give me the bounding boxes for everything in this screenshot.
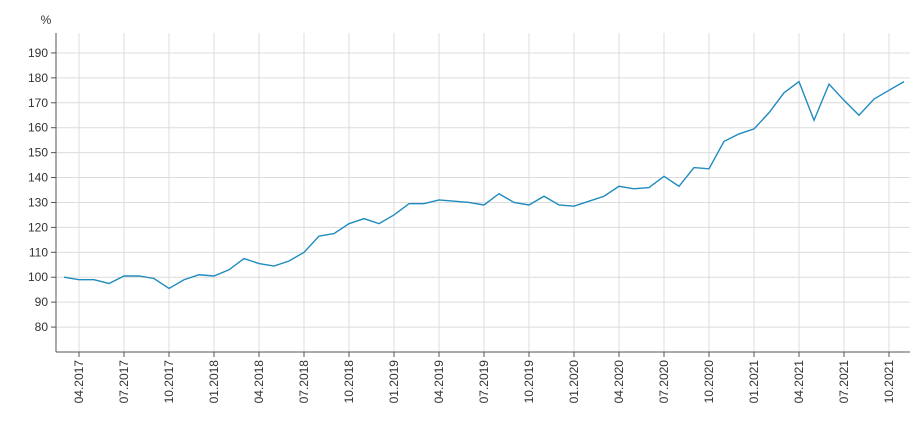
y-tick-label: 130: [28, 195, 48, 209]
x-tick-label: 07.2019: [477, 360, 491, 404]
x-tick-label: 04.2018: [252, 360, 266, 404]
x-tick-label: 07.2018: [297, 360, 311, 404]
y-tick-label: 160: [28, 121, 48, 135]
x-tick-label: 07.2021: [837, 360, 851, 404]
data-line: [63, 80, 905, 290]
x-tick-label: 10.2021: [882, 360, 896, 404]
x-tick-label: 04.2017: [72, 360, 86, 404]
x-tick-label: 04.2020: [612, 360, 626, 404]
x-tick-label: 01.2018: [207, 360, 221, 404]
y-tick-label: 150: [28, 146, 48, 160]
x-tick-label: 10.2017: [162, 360, 176, 404]
y-tick-label: 110: [29, 245, 48, 259]
x-tick-label: 07.2020: [657, 360, 671, 404]
x-tick-label: 01.2019: [387, 360, 401, 404]
y-tick-label: 140: [28, 171, 48, 185]
y-tick-label: 180: [28, 71, 48, 85]
x-tick-label: 04.2019: [432, 360, 446, 404]
x-tick-label: 10.2018: [342, 360, 356, 404]
y-tick-label: 90: [35, 295, 49, 309]
y-tick-label: 120: [28, 220, 48, 234]
x-tick-label: 04.2021: [792, 360, 806, 404]
y-tick-label: 100: [28, 270, 48, 284]
y-tick-label: 170: [28, 96, 48, 110]
y-tick-label: 80: [35, 320, 49, 334]
x-tick-label: 10.2019: [522, 360, 536, 404]
x-tick-label: 01.2020: [567, 360, 581, 404]
y-tick-label: 190: [28, 46, 48, 60]
x-tick-label: 10.2020: [702, 360, 716, 404]
y-axis-unit: %: [41, 13, 52, 27]
x-tick-label: 07.2017: [117, 360, 131, 404]
x-tick-label: 01.2021: [747, 360, 761, 404]
